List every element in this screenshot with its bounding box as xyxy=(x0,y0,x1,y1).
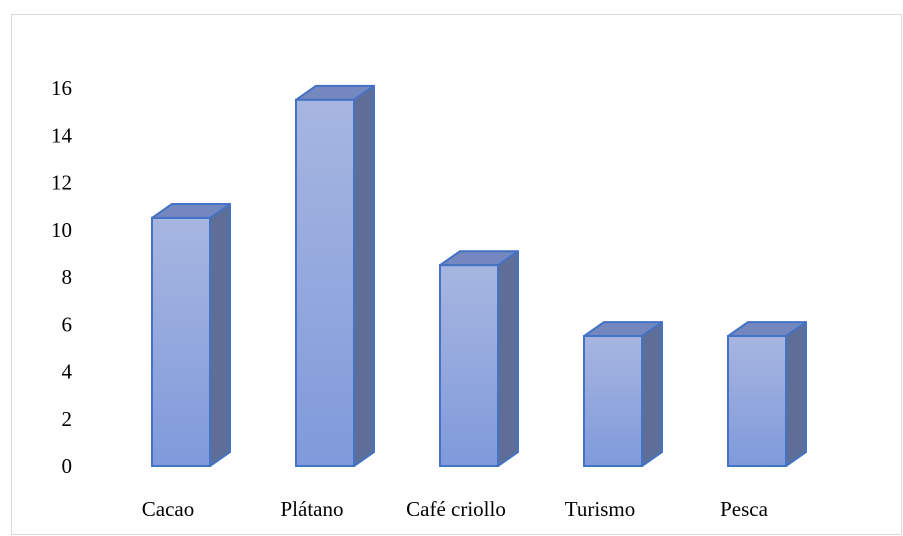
bar-side xyxy=(785,321,807,467)
x-category-label: Turismo xyxy=(565,497,635,521)
bar-side xyxy=(497,250,519,467)
bar-front xyxy=(439,264,499,467)
bar xyxy=(583,321,663,467)
x-category-label: Pesca xyxy=(720,497,768,521)
y-tick-label: 4 xyxy=(62,360,73,384)
bar-side xyxy=(209,202,231,467)
bars-group xyxy=(151,84,807,467)
x-axis-labels: Cacao Plátano Café criollo Turismo Pesca xyxy=(142,497,769,521)
bar xyxy=(151,202,231,467)
bar-side xyxy=(353,84,375,467)
bar xyxy=(727,321,807,467)
bar-front xyxy=(295,98,355,467)
bar xyxy=(295,84,375,467)
y-tick-label: 12 xyxy=(51,171,72,195)
y-tick-label: 14 xyxy=(51,123,73,147)
y-tick-label: 0 xyxy=(62,454,73,478)
x-category-label: Plátano xyxy=(281,497,344,521)
y-tick-label: 16 xyxy=(51,76,72,100)
bar-front xyxy=(727,335,787,467)
y-tick-label: 10 xyxy=(51,218,72,242)
x-category-label: Café criollo xyxy=(406,497,506,521)
bar-front xyxy=(151,216,211,467)
y-axis-ticks: 0 2 4 6 8 10 12 14 16 xyxy=(51,76,73,478)
bar xyxy=(439,250,519,467)
bar-front xyxy=(583,335,643,467)
y-tick-label: 2 xyxy=(62,407,73,431)
bar-side xyxy=(641,321,663,467)
y-tick-label: 8 xyxy=(62,265,73,289)
x-category-label: Cacao xyxy=(142,497,194,521)
y-tick-label: 6 xyxy=(62,312,73,336)
